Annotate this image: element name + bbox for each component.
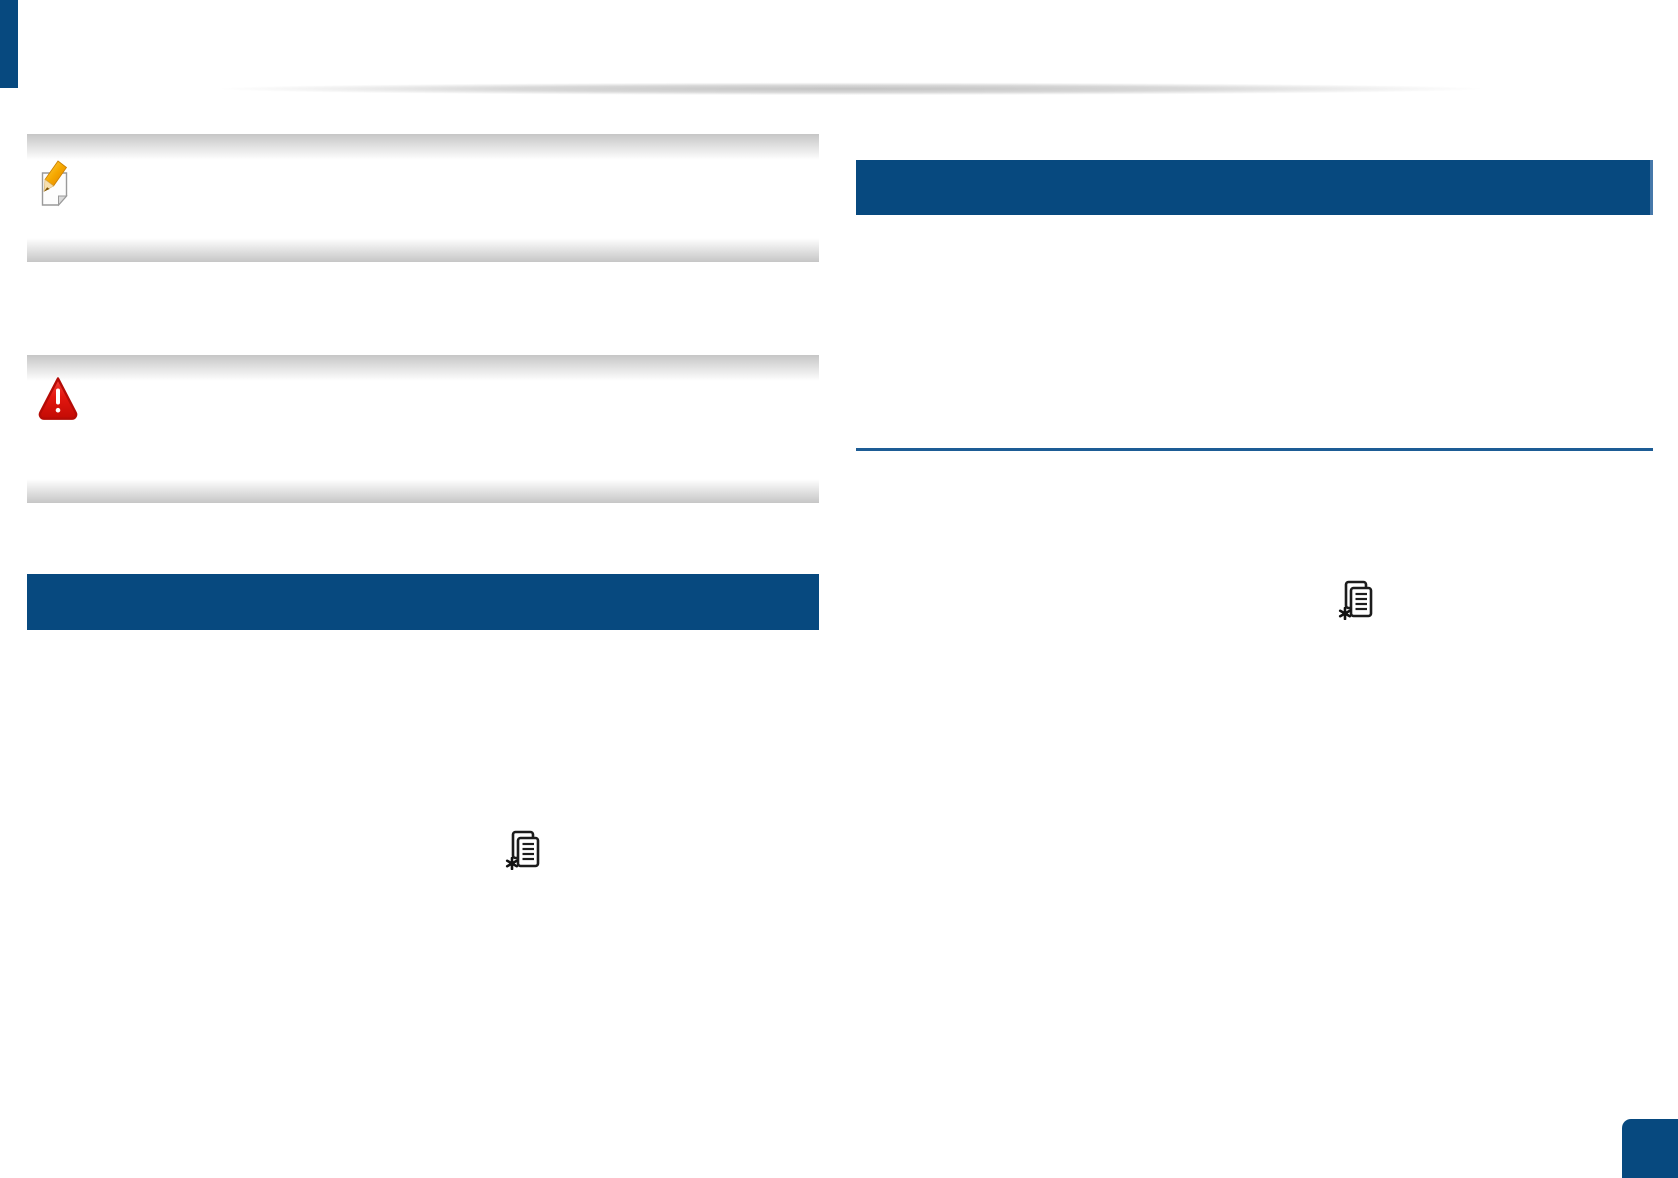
page-curl-shadow — [78, 80, 1623, 97]
duplicate-document-asterisk-icon — [504, 830, 540, 870]
caution-box-bottom-rule — [27, 479, 819, 503]
caution-box-top-rule — [27, 355, 819, 381]
note-box-bottom-rule — [27, 238, 819, 262]
blue-horizontal-rule — [856, 448, 1653, 451]
note-box-top-rule — [27, 134, 819, 160]
caution-box — [27, 355, 819, 503]
section-heading-bar-right — [856, 160, 1653, 215]
section-heading-bar-left — [27, 574, 819, 630]
duplicate-document-asterisk-icon — [1337, 580, 1373, 620]
warning-triangle-icon — [37, 375, 79, 423]
page-number-box — [1622, 1119, 1678, 1178]
note-pencil-icon — [41, 160, 71, 212]
note-box — [27, 134, 819, 262]
spine-tab — [0, 0, 18, 88]
